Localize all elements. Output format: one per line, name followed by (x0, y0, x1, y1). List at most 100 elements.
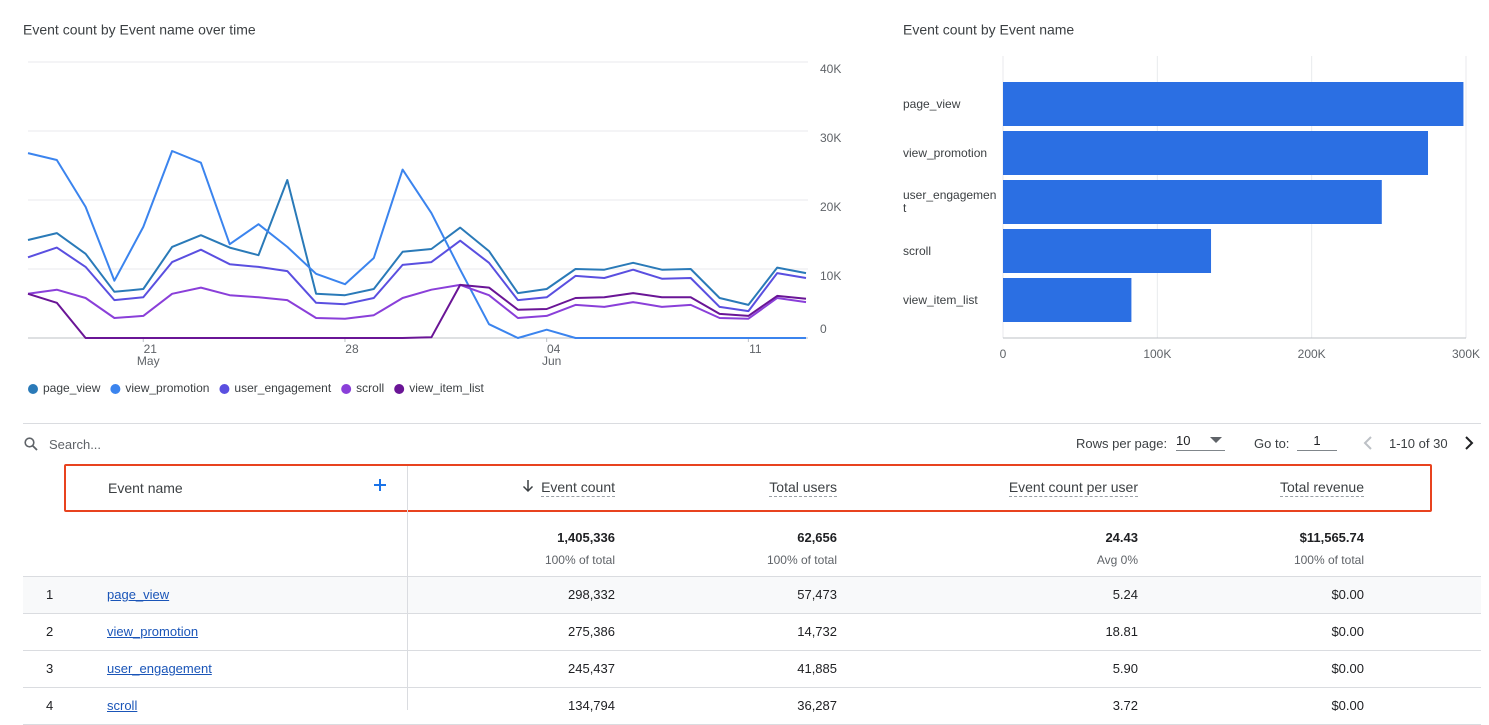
rows-per-page-label: Rows per page: (1076, 436, 1168, 451)
go-to-input[interactable]: 1 (1297, 434, 1337, 451)
x-tick-label: 100K (1143, 347, 1171, 361)
total-caption: 100% of total (766, 553, 837, 567)
rows-per-page-select[interactable]: 10 (1176, 434, 1225, 451)
sort-arrow (522, 479, 534, 497)
y-tick-label: view_item_list (903, 292, 978, 307)
search-icon (24, 437, 38, 451)
total-value: $11,565.74 (1299, 530, 1364, 545)
legend-dot (28, 384, 38, 394)
y-tick-label: page_view (903, 96, 961, 111)
cell: $0.00 (1331, 624, 1364, 639)
cell: 3.72 (1112, 698, 1138, 713)
legend-label: user_engagement (234, 381, 331, 395)
y-tick-label: scroll (903, 243, 932, 258)
search-input[interactable]: Search... (49, 437, 102, 452)
row-number: 4 (46, 698, 54, 713)
x-tick-label: 0 (1000, 347, 1007, 361)
row-divider (23, 650, 1481, 651)
y-tick-label: 0 (820, 322, 827, 336)
event-link[interactable]: scroll (107, 698, 138, 713)
chevron-left (1363, 436, 1372, 450)
line-series (27, 239, 807, 313)
legend-label: view_item_list (409, 381, 484, 395)
event-link[interactable]: page_view (107, 587, 170, 602)
plus-icon (374, 479, 386, 491)
legend-dot (394, 384, 405, 394)
column-header[interactable]: Event count per user (1008, 479, 1138, 497)
add-dimension[interactable] (372, 477, 388, 493)
row-highlight (23, 577, 1481, 613)
cell: 134,794 (568, 698, 615, 713)
cell: 18.81 (1105, 624, 1138, 639)
x-tick-label: 11 (749, 342, 762, 356)
row-divider (23, 576, 1481, 577)
total-caption: Avg 0% (1096, 553, 1138, 567)
bar-label-box: user_engagement (903, 188, 997, 215)
legend-label: page_view (43, 381, 101, 395)
legend-label: view_promotion (125, 381, 209, 395)
line-series (27, 283, 807, 320)
cell: 5.90 (1112, 661, 1138, 676)
bar-label-box: view_promotion (903, 145, 988, 160)
bar (1003, 180, 1382, 224)
x-month-label: May (137, 354, 160, 368)
column-header[interactable]: Event count (541, 479, 615, 497)
cell: 245,437 (568, 661, 615, 676)
x-tick-label: 300K (1452, 347, 1480, 361)
cell: 275,386 (568, 624, 615, 639)
y-tick-label: user_engagement (903, 188, 997, 215)
event-link[interactable]: view_promotion (107, 624, 199, 639)
column-header: Event name (108, 480, 183, 496)
bar (1003, 229, 1212, 273)
line-series (27, 283, 807, 339)
next-page[interactable] (1463, 435, 1475, 455)
event-link[interactable]: user_engagement (107, 661, 212, 676)
cell: 298,332 (568, 587, 615, 602)
legend-dot (110, 384, 121, 394)
legend-dot (219, 384, 230, 394)
go-to-label: Go to: (1254, 436, 1290, 451)
page: Event count by Event name over time Even… (23, 21, 1481, 725)
separator (23, 423, 1481, 424)
row-number: 1 (46, 587, 54, 602)
total-caption: 100% of total (1293, 553, 1364, 567)
total-value: 24.43 (1105, 530, 1138, 545)
line-chart-title: Event count by Event name over time (23, 22, 256, 38)
y-tick-label: 20K (820, 200, 841, 214)
x-tick-label: 200K (1298, 347, 1326, 361)
row-divider (23, 687, 1481, 688)
y-tick-label: 10K (820, 269, 841, 283)
column-divider (407, 466, 408, 710)
header-highlight (64, 464, 1432, 512)
bar-label-box: scroll (903, 243, 932, 258)
bar-label-box: page_view (903, 96, 961, 111)
total-value: 1,405,336 (557, 530, 615, 545)
charts: Event count by Event name over time Even… (23, 22, 1480, 395)
bar-label-box: view_item_list (903, 292, 978, 307)
column-header[interactable]: Total users (769, 479, 837, 497)
bar (1003, 131, 1429, 175)
cell: $0.00 (1331, 661, 1364, 676)
cell: 14,732 (797, 624, 837, 639)
line-series (27, 150, 806, 339)
page-range: 1-10 of 30 (1389, 436, 1448, 451)
legend-label: scroll (356, 381, 384, 395)
cell: 57,473 (797, 587, 837, 602)
prev-page[interactable] (1362, 435, 1374, 454)
arrow-down (522, 480, 534, 493)
y-tick-label: 30K (820, 131, 841, 145)
x-month-label: Jun (542, 354, 561, 368)
dropdown-arrow (1210, 437, 1222, 443)
row-divider (23, 613, 1481, 614)
row-number: 2 (46, 624, 54, 639)
total-caption: 100% of total (544, 553, 615, 567)
legend-dot (341, 384, 352, 394)
bar-chart-title: Event count by Event name (903, 22, 1074, 38)
y-tick-label: view_promotion (903, 145, 988, 160)
x-tick-label: 28 (345, 342, 359, 356)
chevron-right (1465, 436, 1474, 450)
bar (1003, 82, 1464, 126)
column-header[interactable]: Total revenue (1279, 479, 1364, 497)
cell: 41,885 (797, 661, 837, 676)
x-tick-label: 21 (144, 342, 158, 356)
